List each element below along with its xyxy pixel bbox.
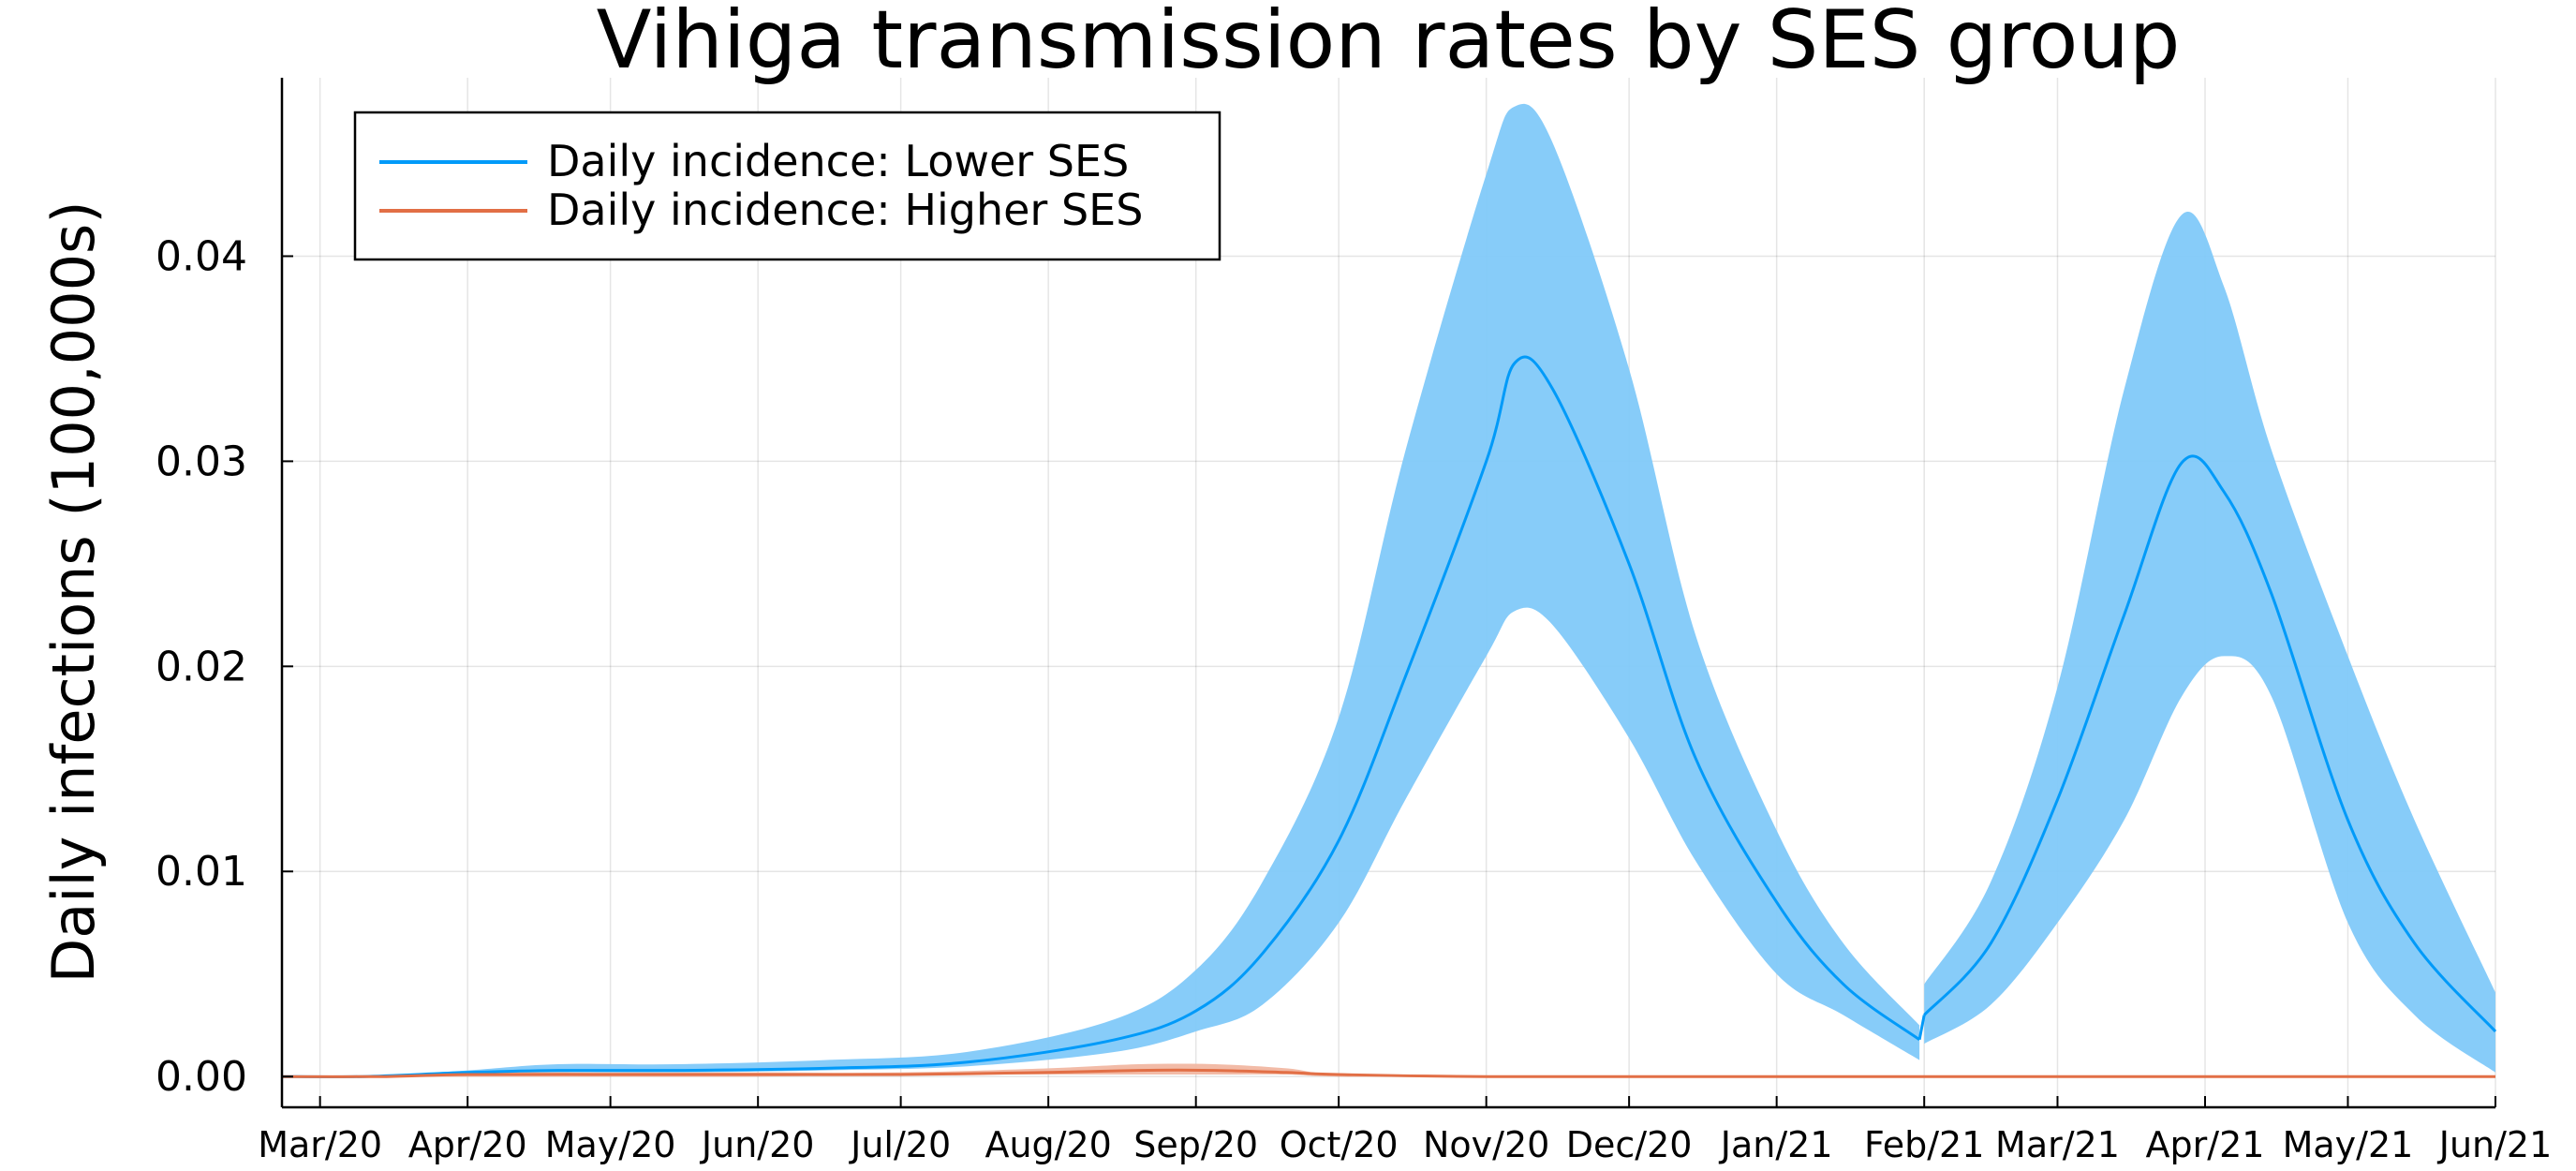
confidence-band-lower-ses bbox=[282, 103, 1920, 1077]
x-tick-label: Apr/20 bbox=[408, 1124, 527, 1165]
series-line-lower-ses bbox=[1917, 1015, 1926, 1041]
legend-box bbox=[353, 111, 1221, 261]
x-tick-label: Jun/20 bbox=[700, 1124, 815, 1165]
x-tick-label: Mar/20 bbox=[258, 1124, 382, 1165]
x-tick-label: Dec/20 bbox=[1566, 1124, 1693, 1165]
y-tick-label: 0.00 bbox=[155, 1053, 247, 1101]
x-tick-label: Apr/21 bbox=[2146, 1124, 2265, 1165]
x-tick-label: Sep/20 bbox=[1133, 1124, 1258, 1165]
x-tick-label: Aug/20 bbox=[985, 1124, 1111, 1165]
y-tick-label: 0.04 bbox=[155, 232, 247, 280]
series-line-higher-ses bbox=[281, 1068, 2495, 1078]
legend-label-lower-ses: Daily incidence: Lower SES bbox=[547, 136, 1129, 186]
y-axis-label: Daily infections (100,000s) bbox=[39, 200, 108, 983]
x-tick-label: Feb/21 bbox=[1864, 1124, 1984, 1165]
x-tick-label: Jul/20 bbox=[849, 1124, 951, 1165]
x-tick-label: Nov/20 bbox=[1423, 1124, 1549, 1165]
x-tick-label: May/21 bbox=[2283, 1124, 2414, 1165]
legend: Daily incidence: Lower SES Daily inciden… bbox=[353, 111, 1221, 261]
legend-label-higher-ses: Daily incidence: Higher SES bbox=[547, 185, 1143, 235]
y-tick-label: 0.03 bbox=[155, 437, 247, 485]
axis-layer bbox=[280, 78, 2495, 1109]
tick-layer: Mar/20 Apr/20 May/20 Jun/20 Jul/20 Aug/20 Sep/… bbox=[155, 232, 2552, 1165]
confidence-band-lower-ses bbox=[1924, 211, 2495, 1073]
x-tick-label: Mar/21 bbox=[1995, 1124, 2120, 1165]
y-tick-label: 0.02 bbox=[155, 643, 247, 690]
series-line-lower-ses bbox=[1923, 454, 2497, 1033]
x-tick-label: May/20 bbox=[545, 1124, 676, 1165]
chart-title: Vihiga transmission rates by SES group bbox=[597, 0, 2181, 87]
line-layer bbox=[281, 355, 2497, 1079]
x-tick-label: Oct/20 bbox=[1280, 1124, 1399, 1165]
y-tick-label: 0.01 bbox=[155, 848, 247, 896]
x-tick-label: Jan/21 bbox=[1719, 1124, 1833, 1165]
series-line-lower-ses bbox=[281, 355, 1920, 1079]
x-tick-label: Jun/21 bbox=[2437, 1124, 2553, 1165]
